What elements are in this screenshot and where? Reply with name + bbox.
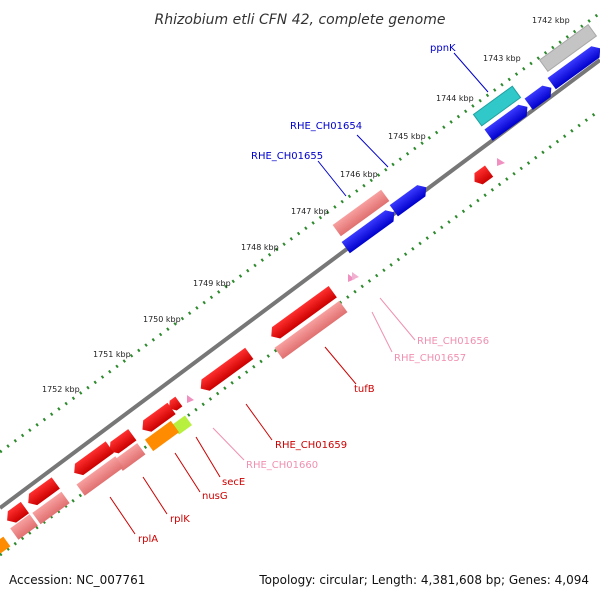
gene-arrow-reverse[interactable]: [3, 501, 30, 526]
tick-label: 1742 kbp: [532, 16, 570, 25]
gene-arrow-orange[interactable]: [144, 420, 180, 452]
tick-label: 1749 kbp: [193, 279, 231, 288]
gene-arrow-forward[interactable]: [484, 101, 531, 141]
gene-label-rpla[interactable]: rplA: [138, 534, 158, 545]
gene-label-rhe-ch01656[interactable]: RHE_CH01656: [417, 336, 489, 347]
gene-label-sece[interactable]: secE: [222, 477, 245, 488]
tick-labels: 1742 kbp 1743 kbp 1744 kbp 1745 kbp 1746…: [42, 16, 570, 394]
gene-arrow-reverse[interactable]: [274, 300, 348, 360]
small-feature-marker: [348, 274, 355, 282]
gene-label-rplk[interactable]: rplK: [170, 514, 190, 525]
gene-arrow-reverse[interactable]: [70, 441, 114, 478]
inner-tick-ring: [0, 108, 600, 557]
tick-label: 1748 kbp: [241, 243, 279, 252]
gene-arrow-reverse[interactable]: [24, 477, 60, 508]
gene-label-ppnk[interactable]: ppnK: [430, 43, 456, 54]
tick-label: 1745 kbp: [388, 132, 426, 141]
tick-label: 1751 kbp: [93, 350, 131, 359]
gene-label-rhe-ch01654[interactable]: RHE_CH01654: [290, 121, 362, 132]
gene-label-rhe-ch01657[interactable]: RHE_CH01657: [394, 353, 466, 364]
gene-arrow-gray[interactable]: [538, 24, 598, 72]
gene-features: [0, 24, 600, 554]
gene-arrow-cyan[interactable]: [472, 85, 522, 127]
gene-arrow-forward[interactable]: [341, 207, 399, 254]
gene-arrow-reverse[interactable]: [470, 165, 494, 187]
gene-label-rhe-ch01659[interactable]: RHE_CH01659: [275, 440, 347, 451]
tick-label: 1747 kbp: [291, 207, 329, 216]
gene-arrow-reverse[interactable]: [267, 286, 337, 342]
gene-arrow-forward[interactable]: [547, 43, 600, 90]
gene-leader-lines: [109, 52, 489, 535]
tick-label: 1743 kbp: [483, 54, 521, 63]
gene-arrow-reverse[interactable]: [138, 402, 176, 435]
gene-arrow-reverse[interactable]: [332, 189, 390, 237]
tick-label: 1750 kbp: [143, 315, 181, 324]
tick-label: 1744 kbp: [436, 94, 474, 103]
gene-labels: ppnK RHE_CH01654 RHE_CH01655 RHE_CH01656…: [138, 43, 489, 545]
gene-arrow-orange[interactable]: [0, 536, 11, 554]
gene-label-rhe-ch01655[interactable]: RHE_CH01655: [251, 151, 323, 162]
gene-arrow-reverse[interactable]: [32, 491, 70, 525]
small-feature-marker: [352, 272, 359, 280]
outer-tick-ring: [0, 11, 600, 454]
genome-summary-text: Topology: circular; Length: 4,381,608 bp…: [259, 573, 589, 587]
accession-text: Accession: NC_007761: [9, 573, 146, 587]
tick-label: 1752 kbp: [42, 385, 80, 394]
gene-arrow-reverse[interactable]: [114, 443, 146, 471]
gene-arrow-forward[interactable]: [524, 82, 556, 110]
gene-arrow-reverse[interactable]: [106, 429, 137, 457]
gene-arrow-forward[interactable]: [389, 182, 431, 217]
map-title: Rhizobium etli CFN 42, complete genome: [155, 12, 446, 28]
gene-label-tufb[interactable]: tufB: [354, 384, 375, 395]
tick-label: 1746 kbp: [340, 170, 378, 179]
gene-arrow-reverse[interactable]: [76, 456, 124, 496]
gene-label-rhe-ch01660[interactable]: RHE_CH01660: [246, 460, 318, 471]
gene-label-nusg[interactable]: nusG: [202, 491, 228, 502]
small-feature-marker: [187, 395, 194, 403]
gene-arrow-reverse[interactable]: [197, 347, 254, 395]
small-feature-marker: [497, 158, 505, 166]
gene-arrow-reverse[interactable]: [166, 396, 183, 414]
gene-arrow-reverse[interactable]: [10, 514, 38, 540]
